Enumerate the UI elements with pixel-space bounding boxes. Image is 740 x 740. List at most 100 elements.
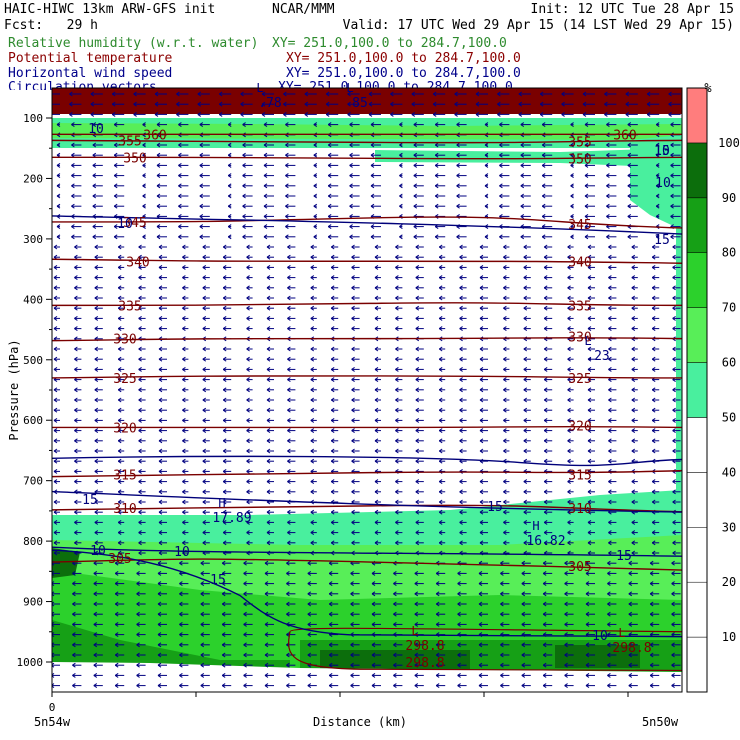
vector-head [671, 601, 675, 607]
vector-head [93, 683, 98, 689]
vector-head [523, 489, 528, 495]
vector-head [117, 407, 122, 413]
theta-contour-label: 325 [113, 372, 136, 387]
vector-head [395, 326, 399, 332]
vector-head [651, 275, 656, 281]
vector-head [628, 652, 633, 658]
vector-head [117, 315, 122, 321]
vector-head [459, 326, 463, 332]
vector-head [53, 244, 58, 250]
vector-head [438, 519, 443, 525]
vector-head [222, 509, 227, 515]
vector-head [328, 683, 333, 689]
vector-head [114, 683, 119, 689]
vector-head [114, 601, 119, 607]
vector-head [521, 683, 526, 689]
vector-head [478, 611, 483, 617]
vector-head [138, 550, 142, 556]
vector-head [399, 234, 403, 240]
vector-head [330, 448, 335, 454]
vector-head [479, 509, 484, 515]
vector-head [567, 315, 571, 321]
vector-head [432, 111, 437, 117]
vector-head [197, 91, 202, 97]
vector-head [646, 91, 651, 97]
vector-head [182, 387, 186, 393]
vector-head [414, 642, 419, 648]
vector-head [222, 264, 227, 270]
vector-head [631, 315, 636, 321]
theta-contour-line [52, 504, 682, 513]
vector-head [92, 203, 97, 209]
vector-head [585, 652, 590, 658]
vector-head [266, 530, 271, 536]
vector-head [117, 448, 122, 454]
vector-head [138, 509, 142, 515]
vector-head [438, 540, 443, 546]
vector-head [454, 111, 458, 117]
vector-head [368, 111, 373, 117]
vector-head [117, 356, 122, 362]
vector-head [179, 621, 183, 627]
extremum-type: L [584, 334, 591, 348]
model-title: HAIC-HIWC 13km ARW-GFS init [4, 2, 216, 17]
vector-head [607, 652, 611, 658]
vector-head [200, 683, 205, 689]
wind-contour-line [52, 549, 682, 638]
vector-head [246, 519, 250, 525]
vector-head [478, 591, 483, 597]
vector-head [541, 142, 546, 148]
vector-head [111, 91, 116, 97]
vector-head [503, 366, 507, 372]
vector-head [670, 162, 674, 168]
vector-head [74, 438, 78, 444]
vector-head [651, 550, 656, 556]
vector-head [202, 346, 207, 352]
wind-contour-label: 15 [654, 144, 670, 159]
vector-head [179, 683, 183, 689]
vector-head [628, 591, 633, 597]
vector-head [541, 234, 546, 240]
extremum-type: H [218, 496, 225, 510]
vector-head [542, 581, 547, 587]
vector-head [434, 183, 439, 189]
vector-head [178, 122, 182, 128]
vector-head [672, 489, 676, 495]
vector-head [500, 683, 504, 689]
vector-head [94, 397, 99, 403]
vector-head [503, 519, 507, 525]
vector-head [668, 91, 672, 97]
vector-head [221, 672, 226, 678]
vector-head [457, 591, 461, 597]
vector-head [484, 173, 489, 179]
vector-head [246, 295, 250, 301]
vector-head [287, 366, 291, 372]
vector-head [668, 111, 672, 117]
vector-head [607, 642, 611, 648]
vector-head [72, 611, 76, 617]
vector-head [92, 162, 97, 168]
vector-head [371, 581, 376, 587]
vector-head [434, 193, 439, 199]
vector-head [651, 346, 656, 352]
vector-head [415, 366, 420, 372]
vector-head [222, 387, 227, 393]
vector-head [539, 91, 544, 97]
vector-head [222, 448, 227, 454]
theta-contour-line [287, 627, 682, 672]
vector-head [53, 356, 58, 362]
vector-head [182, 407, 186, 413]
vector-head [503, 254, 507, 260]
vector-head [671, 652, 675, 658]
vector-head [218, 111, 223, 117]
vector-head [221, 662, 226, 668]
field-label-wind: Horizontal wind speed [8, 66, 173, 81]
vector-head [399, 122, 403, 128]
vector-head [307, 591, 312, 597]
vector-head [478, 662, 483, 668]
vector-head [179, 591, 183, 597]
vector-head [456, 203, 460, 209]
vector-head [435, 601, 440, 607]
vector-head [567, 407, 571, 413]
